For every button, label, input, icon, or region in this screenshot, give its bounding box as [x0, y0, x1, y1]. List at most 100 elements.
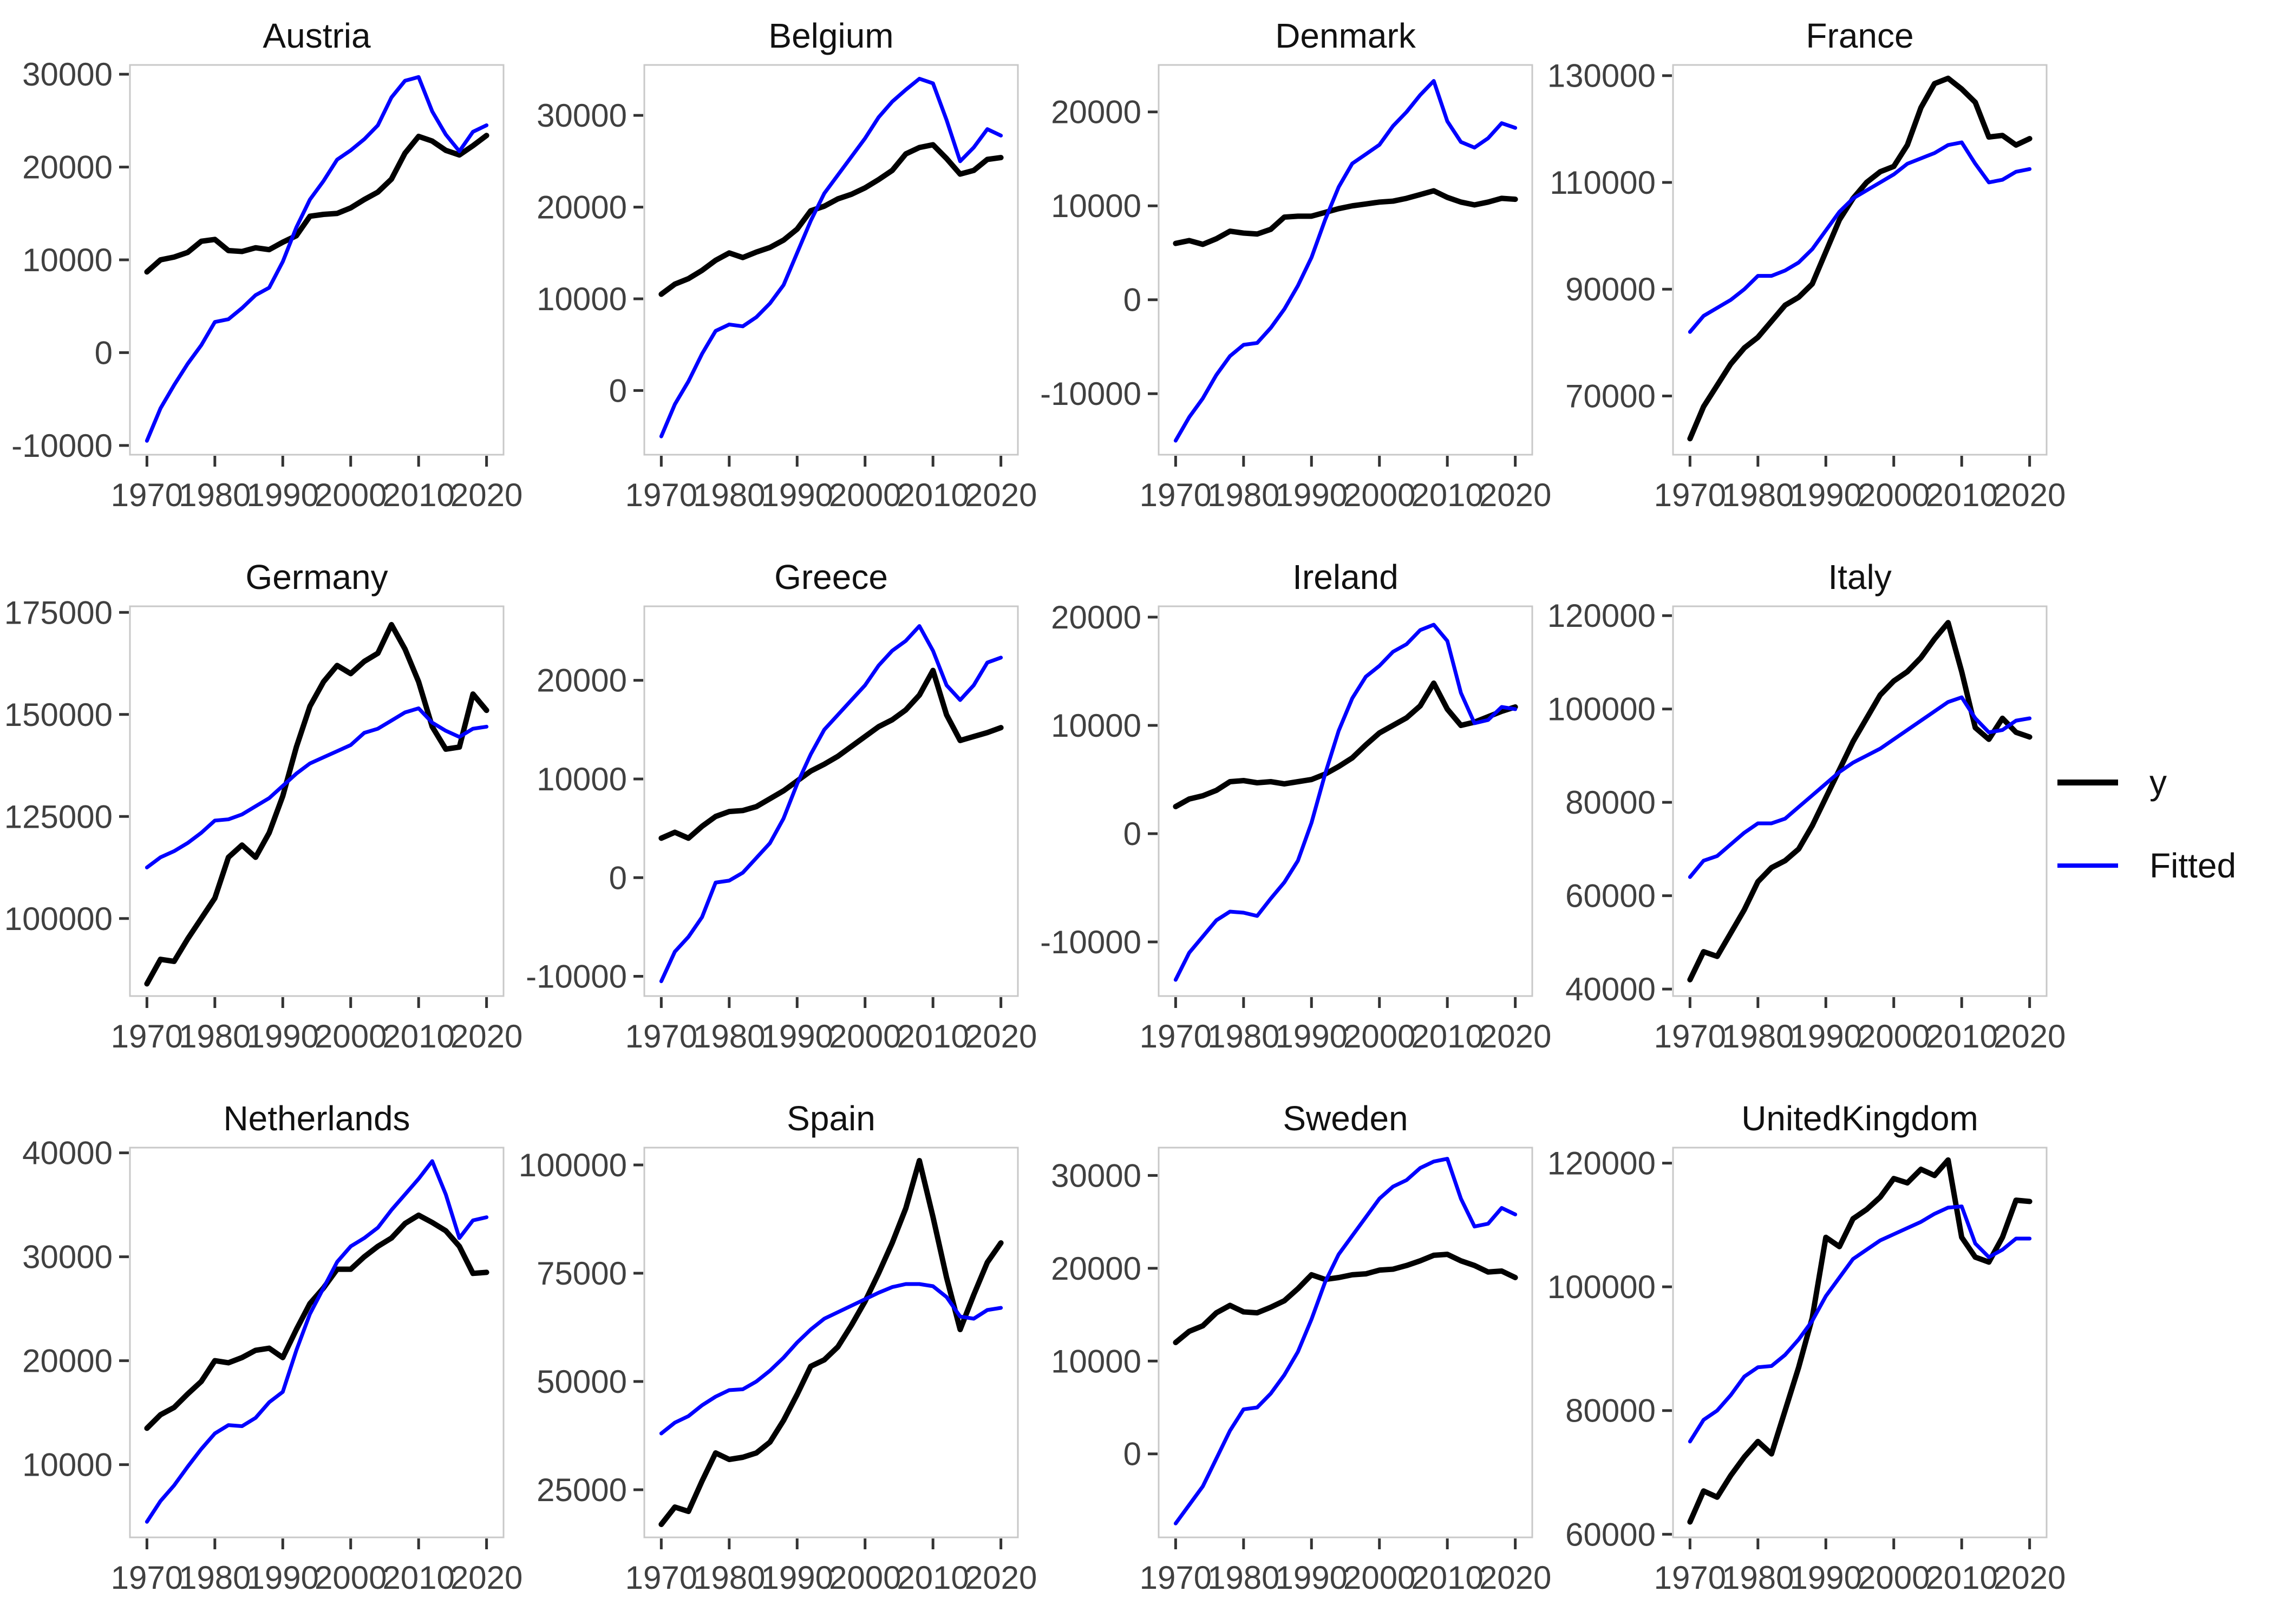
series-line-fitted: [659, 76, 1003, 438]
x-tick-label: 2020: [965, 1560, 1037, 1596]
facet-title: Ireland: [1292, 558, 1399, 597]
facet-grid: Austria -10000 0 10000 20000 30000 1970 1980 199…: [0, 0, 2066, 1624]
x-tick-label: 1980: [1722, 1560, 1794, 1596]
panel-background: [644, 65, 1018, 455]
x-tick-label: 1970: [111, 1560, 183, 1596]
facet-spain: Spain 25000 50000 75000 100000 1970 1980 1990 20…: [514, 1083, 1037, 1624]
x-tick-label: 2010: [1925, 1018, 1997, 1055]
facet-germany: Germany 100000 125000 150000 175000 1970 1980 1…: [0, 541, 523, 1083]
panel-background: [1673, 606, 2047, 996]
panel-border: [643, 605, 1019, 997]
y-tick-label: 125000: [4, 798, 113, 835]
x-tick-label: 2000: [315, 477, 387, 513]
y-tick-label: 75000: [537, 1255, 627, 1292]
y-tick-label: 30000: [1051, 1157, 1141, 1194]
x-tick-label: 2020: [965, 477, 1037, 513]
x-tick-label: 1990: [761, 1018, 833, 1055]
x-tick-label: 1980: [179, 477, 251, 513]
y-tick-label: 110000: [1550, 165, 1656, 201]
y-tick-label: 10000: [1051, 188, 1141, 224]
y-tick-label: 0: [609, 372, 627, 409]
x-tick-label: 2010: [1411, 1560, 1483, 1596]
x-tick-label: 2020: [1479, 477, 1551, 513]
facet-plot: France 70000 90000 110000 130000 197019801990…: [1547, 16, 2066, 513]
facet-plot: Greece-100000100002000019701980199020002…: [526, 558, 1037, 1055]
y-tick-label: 10000: [1051, 708, 1141, 744]
facet-belgium: Belgium 0 10000 20000 30000 1970 1980 1990 2000 2…: [514, 0, 1037, 541]
y-tick-label: 40000: [22, 1135, 113, 1171]
series-line-fitted: [1688, 1204, 2032, 1444]
x-tick-label: 2000: [1343, 1018, 1415, 1055]
series-line-y: [1173, 1252, 1518, 1345]
facet-plot: Austria -10000 0 10000 20000 30000 19701980199…: [11, 16, 522, 513]
x-tick-label: 1990: [247, 1018, 319, 1055]
facet-plot: Germany 100000 125000 150000 175000 197019801…: [4, 558, 523, 1055]
y-tick-label: 20000: [22, 1343, 113, 1379]
legend-item-fitted: Fitted: [2057, 846, 2274, 886]
legend-label-y: y: [2149, 763, 2167, 802]
series-line-fitted: [145, 1159, 489, 1524]
x-tick-label: 1980: [1722, 1018, 1794, 1055]
y-tick-label: 10000: [1051, 1343, 1141, 1379]
series-line-fitted: [145, 75, 489, 443]
x-tick-label: 2010: [382, 477, 454, 513]
x-tick-label: 1990: [1276, 1560, 1348, 1596]
facet-netherlands: Netherlands 10000 20000 30000 40000 1970 1980 1…: [0, 1083, 522, 1624]
y-tick-label: -10000: [526, 959, 627, 995]
panel-border: [1158, 64, 1533, 456]
x-tick-label: 2020: [450, 1560, 522, 1596]
y-tick-label: 20000: [22, 149, 113, 186]
y-tick-label: -10000: [1040, 376, 1141, 412]
legend-line-swatch-fitted: [2057, 863, 2118, 868]
series-line-fitted: [1688, 695, 2032, 879]
x-tick-label: 1970: [1140, 1018, 1212, 1055]
y-tick-label: 60000: [1565, 878, 1656, 914]
panel-background: [1159, 606, 1532, 996]
x-tick-label: 2000: [1858, 477, 1930, 513]
x-tick-label: 2010: [897, 1560, 969, 1596]
panel-border: [1672, 605, 2048, 997]
series-line-y: [144, 133, 489, 275]
series-line-fitted: [1173, 623, 1518, 982]
x-tick-label: 1990: [761, 1560, 833, 1596]
x-tick-label: 1980: [179, 1018, 251, 1055]
y-tick-label: 80000: [1565, 1393, 1656, 1429]
y-tick-label: 30000: [22, 56, 113, 93]
x-tick-label: 2000: [829, 477, 901, 513]
series-line-y: [1173, 188, 1518, 247]
facet-plot: Netherlands 10000 20000 30000 40000 197019801…: [22, 1099, 522, 1596]
x-tick-label: 1990: [247, 1560, 319, 1596]
legend-label-fitted: Fitted: [2149, 846, 2237, 885]
x-tick-label: 2000: [315, 1560, 387, 1596]
x-tick-label: 2000: [829, 1560, 901, 1596]
x-tick-label: 1990: [247, 477, 319, 513]
y-tick-label: 120000: [1547, 598, 1656, 634]
facet-title: Italy: [1828, 558, 1891, 597]
y-tick-label: 100000: [1547, 691, 1656, 728]
x-tick-label: 1980: [693, 477, 765, 513]
facet-denmark: Denmark -10000 0 10000 20000 1970 1980 1990 2000…: [1029, 0, 1551, 541]
series-line-fitted: [145, 706, 489, 870]
y-tick-label: 10000: [22, 242, 113, 278]
legend: y Fitted: [2057, 762, 2274, 886]
facet-ireland: Ireland -10000 0 10000 20000 1970 1980 1990 2000…: [1029, 541, 1551, 1083]
y-tick-label: 90000: [1565, 271, 1656, 307]
y-tick-label: 30000: [537, 97, 627, 134]
panel-background: [130, 65, 504, 455]
x-tick-label: 1970: [1654, 1560, 1726, 1596]
y-tick-label: 20000: [1051, 94, 1141, 130]
y-tick-label: 10000: [22, 1447, 113, 1483]
panel-background: [1159, 65, 1532, 455]
x-tick-label: 2010: [1411, 477, 1483, 513]
series-line-y: [658, 667, 1004, 841]
legend-line-swatch-y: [2057, 779, 2118, 785]
x-tick-label: 2020: [1479, 1018, 1551, 1055]
x-tick-label: 2000: [1343, 1560, 1415, 1596]
series-line-fitted: [1173, 78, 1518, 443]
facet-france: France 70000 90000 110000 130000 1970 1980 1990…: [1543, 0, 2066, 541]
x-tick-label: 2010: [1925, 1560, 1997, 1596]
panel-border: [643, 1147, 1019, 1538]
panel-border: [1158, 605, 1533, 997]
y-tick-label: 100000: [1547, 1269, 1656, 1305]
facet-title: Greece: [774, 558, 888, 597]
